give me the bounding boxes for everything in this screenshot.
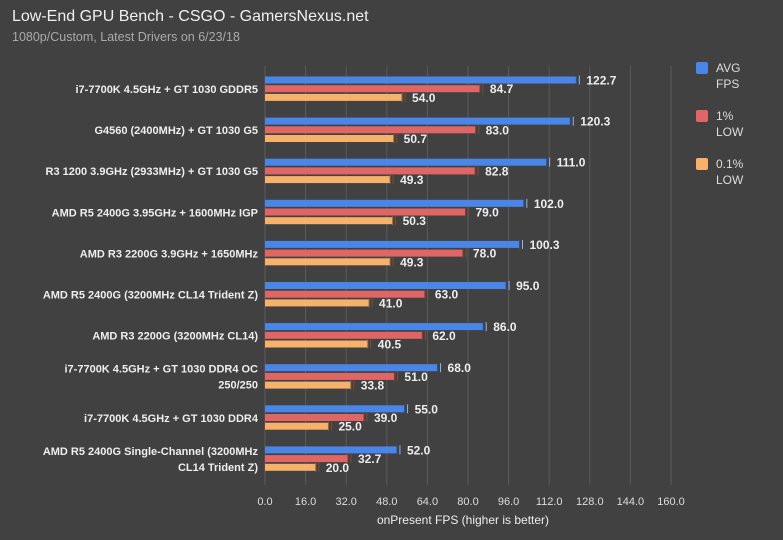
bar: [265, 331, 423, 339]
legend-label: FPS: [716, 77, 739, 91]
bar: [265, 455, 348, 463]
category-label: i7-7700K 4.5GHz + GT 1030 GDDR5: [76, 84, 259, 96]
data-label: 83.0: [486, 123, 510, 137]
data-label: 55.0: [415, 402, 439, 416]
category-label: AMD R5 2400G Single-Channel (3200MHz: [43, 446, 259, 458]
bar: [265, 381, 351, 389]
category-label: i7-7700K 4.5GHz + GT 1030 DDR4: [84, 413, 259, 425]
bar: [265, 76, 577, 84]
data-label: 32.7: [358, 452, 382, 466]
bar: [265, 135, 394, 142]
data-label: 50.7: [404, 132, 428, 146]
data-label: 54.0: [412, 91, 436, 105]
data-label: 62.0: [432, 329, 456, 343]
bar: [265, 414, 364, 421]
legend-label: LOW: [716, 125, 744, 139]
bar: [265, 249, 463, 257]
bar: [265, 405, 405, 413]
bar: [265, 446, 397, 454]
bar: [265, 93, 403, 101]
legend-swatch: [696, 158, 708, 170]
chart-title: Low-End GPU Bench - CSGO - GamersNexus.n…: [12, 8, 369, 25]
legend-label: LOW: [716, 173, 744, 187]
category-label: AMD R5 2400G 3.95GHz + 1600MHz IGP: [52, 207, 258, 219]
x-tick-label: 0.0: [257, 496, 272, 508]
category-label: CL14 Trident Z): [178, 462, 258, 474]
bar: [265, 463, 316, 471]
x-tick-label: 128.0: [576, 496, 604, 508]
data-label: 100.3: [530, 238, 560, 252]
data-label: 25.0: [338, 420, 362, 434]
data-label: 41.0: [379, 296, 403, 310]
x-tick-label: 16.0: [295, 496, 316, 508]
data-label: 49.3: [400, 173, 424, 187]
legend-label: 1%: [716, 109, 734, 123]
x-tick-label: 32.0: [335, 496, 356, 508]
bar: [265, 422, 329, 430]
data-label: 122.7: [586, 74, 616, 88]
category-label: G4560 (2400MHz) + GT 1030 G5: [94, 125, 258, 137]
bar: [265, 258, 391, 266]
data-label: 20.0: [326, 461, 350, 475]
x-tick-label: 160.0: [657, 496, 685, 508]
category-label: 250/250: [218, 380, 258, 392]
data-label: 49.3: [400, 255, 424, 269]
data-label: 63.0: [435, 288, 459, 302]
data-label: 111.0: [557, 156, 586, 170]
data-label: 52.0: [407, 443, 431, 457]
category-label: AMD R3 2200G 3.9GHz + 1650MHz: [80, 248, 259, 260]
legend-label: AVG: [716, 61, 740, 75]
category-label: i7-7700K 4.5GHz + GT 1030 DDR4 OC: [65, 364, 259, 376]
data-label: 120.3: [580, 115, 610, 129]
bar: [265, 117, 571, 125]
data-label: 84.7: [490, 82, 514, 96]
bar: [265, 299, 370, 307]
legend-label: 0.1%: [716, 157, 744, 171]
data-label: 78.0: [473, 247, 497, 261]
data-label: 102.0: [534, 197, 564, 211]
data-label: 95.0: [516, 279, 540, 293]
bar: [265, 323, 484, 331]
data-label: 33.8: [361, 379, 385, 393]
data-label: 82.8: [485, 164, 509, 178]
category-label: AMD R3 2200G (3200MHz CL14): [92, 331, 258, 343]
x-tick-label: 48.0: [376, 496, 397, 508]
x-tick-label: 80.0: [457, 496, 478, 508]
data-label: 79.0: [475, 206, 499, 220]
data-label: 50.3: [403, 214, 427, 228]
bar: [265, 217, 393, 225]
legend-swatch: [696, 62, 708, 74]
bar: [265, 85, 480, 93]
bar: [265, 372, 395, 380]
bar: [265, 158, 547, 166]
bar: [265, 176, 391, 184]
data-label: 51.0: [404, 370, 428, 384]
x-tick-label: 64.0: [417, 496, 438, 508]
bar: [265, 240, 520, 248]
x-axis-label: onPresent FPS (higher is better): [377, 513, 549, 527]
bar: [265, 126, 476, 134]
category-label: R3 1200 3.9GHz (2933MHz) + GT 1030 G5: [46, 166, 258, 178]
bar: [265, 290, 425, 298]
x-tick-label: 144.0: [617, 496, 645, 508]
bar: [265, 282, 507, 289]
category-label: AMD R5 2400G (3200MHz CL14 Trident Z): [43, 290, 259, 302]
data-label: 68.0: [448, 361, 472, 375]
bar: [265, 364, 438, 372]
bar: [265, 340, 368, 348]
legend-swatch: [696, 110, 708, 122]
bar: [265, 167, 476, 175]
x-tick-label: 112.0: [536, 496, 563, 508]
x-tick-label: 96.0: [498, 496, 519, 508]
bar: [265, 199, 524, 207]
bar: [265, 208, 466, 216]
data-label: 39.0: [374, 411, 398, 425]
data-label: 40.5: [378, 338, 402, 352]
chart-subtitle: 1080p/Custom, Latest Drivers on 6/23/18: [12, 30, 240, 44]
data-label: 86.0: [493, 320, 517, 334]
